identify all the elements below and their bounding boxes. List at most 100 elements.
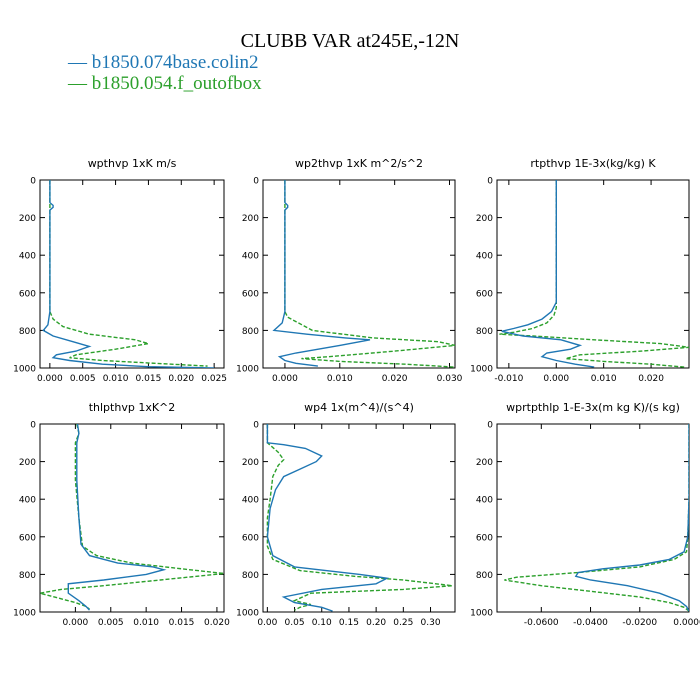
chart-panel-4: thlpthvp 1xK^2 0 200 400 600 800 1000 0.000 0.00… [13, 401, 230, 628]
x-tick-label: 0.20 [366, 618, 386, 628]
y-tick-label: 0 [30, 177, 36, 187]
panel-title: rtpthvp 1E-3x(kg/kg) K [530, 157, 656, 170]
y-tick-label: 400 [242, 496, 259, 506]
series-line-base [42, 180, 215, 368]
y-tick-label: 800 [242, 327, 259, 337]
series-line-base [272, 180, 371, 367]
y-tick-label: 0 [30, 421, 36, 431]
plot-frame [496, 423, 690, 613]
series-line-outofbox [499, 180, 689, 368]
x-tick-label: 0.010 [327, 374, 353, 384]
x-tick-label: 0.05 [285, 618, 305, 628]
x-tick-label: 0.00 [257, 618, 277, 628]
x-tick-label: 0.10 [312, 618, 332, 628]
figure-title: CLUBB VAR at245E,-12N [240, 30, 460, 52]
series-line-base [574, 424, 689, 612]
chart-panel-3: rtpthvp 1E-3x(kg/kg) K 0 200 400 600 800 1000-… [470, 157, 690, 384]
x-tick-label: 0.020 [382, 374, 408, 384]
y-tick-label: 0 [253, 421, 259, 431]
y-tick-label: 0 [487, 177, 493, 187]
x-tick-label: -0.0600 [524, 618, 559, 628]
panel-title: wp2thvp 1xK m^2/s^2 [295, 157, 423, 170]
y-tick-label: 600 [19, 289, 36, 299]
series-line-base [266, 424, 390, 612]
x-tick-label: 0.010 [591, 374, 617, 384]
series-line-outofbox [266, 424, 453, 611]
x-tick-label: 0.020 [204, 618, 230, 628]
series-line-outofbox [504, 424, 689, 612]
panel-title: wp4 1x(m^4)/(s^4) [304, 401, 414, 414]
legend-label-base: b1850.074base.colin2 [91, 52, 259, 73]
x-tick-label: 0.15 [339, 618, 359, 628]
x-tick-label: 0.30 [421, 618, 441, 628]
y-tick-label: 200 [476, 458, 493, 468]
legend-line-base: — [68, 52, 92, 73]
chart-panel-6: wprtpthlp 1-E-3x(m kg K)/(s kg) 0 200 400 60… [470, 401, 700, 628]
y-tick-label: 1000 [13, 609, 36, 619]
x-tick-label: 0.000 [37, 374, 63, 384]
y-tick-label: 1000 [470, 365, 493, 375]
series-line-base [501, 180, 595, 368]
x-tick-label: 0.030 [437, 374, 463, 384]
series-line-outofbox [284, 180, 455, 368]
y-tick-label: 600 [476, 289, 493, 299]
x-tick-label: 0.25 [393, 618, 413, 628]
x-tick-label: 0.020 [638, 374, 664, 384]
y-tick-label: 400 [476, 496, 493, 506]
series-line-outofbox [40, 424, 224, 610]
y-tick-label: 1000 [236, 609, 259, 619]
x-tick-label: -0.0200 [622, 618, 657, 628]
y-tick-label: 400 [242, 252, 259, 262]
x-tick-label: 0.005 [98, 618, 124, 628]
legend-entry-outofbox: — b1850.054.f_outofbox [68, 73, 262, 95]
panel-title: thlpthvp 1xK^2 [89, 401, 176, 414]
series-line-outofbox [49, 180, 208, 367]
x-tick-label: 0.020 [168, 374, 194, 384]
x-tick-label: 0.000 [63, 618, 89, 628]
plot-frame [262, 179, 456, 369]
x-tick-label: 0.025 [201, 374, 227, 384]
chart-panel-2: wp2thvp 1xK m^2/s^2 0 200 400 600 800 1000 0.00… [236, 157, 463, 384]
y-tick-label: 200 [19, 458, 36, 468]
y-tick-label: 200 [242, 458, 259, 468]
legend-line-outofbox: — [68, 73, 92, 94]
y-tick-label: 400 [19, 496, 36, 506]
x-tick-label: -0.0400 [573, 618, 608, 628]
y-tick-label: 0 [253, 177, 259, 187]
x-tick-label: 0.010 [133, 618, 159, 628]
y-tick-label: 1000 [236, 365, 259, 375]
y-tick-label: 200 [242, 214, 259, 224]
x-tick-label: 0.015 [169, 618, 195, 628]
panel-title: wprtpthlp 1-E-3x(m kg K)/(s kg) [506, 401, 680, 414]
y-tick-label: 600 [242, 289, 259, 299]
y-tick-label: 200 [19, 214, 36, 224]
x-tick-label: 0.015 [136, 374, 162, 384]
plot-frame [39, 179, 225, 369]
x-tick-label: 0.000 [543, 374, 569, 384]
plot-frame [496, 179, 690, 369]
plot-frame [262, 423, 456, 613]
y-tick-label: 800 [476, 571, 493, 581]
y-tick-label: 1000 [13, 365, 36, 375]
y-tick-label: 800 [19, 571, 36, 581]
x-tick-label: 0.000 [272, 374, 298, 384]
x-tick-label: -0.010 [494, 374, 523, 384]
series-line-base [67, 424, 167, 611]
x-tick-label: 0.010 [103, 374, 129, 384]
y-tick-label: 600 [476, 533, 493, 543]
y-tick-label: 800 [242, 571, 259, 581]
y-tick-label: 400 [476, 252, 493, 262]
y-tick-label: 800 [476, 327, 493, 337]
legend-entry-base: — b1850.074base.colin2 [68, 52, 259, 74]
y-tick-label: 800 [19, 327, 36, 337]
y-tick-label: 600 [242, 533, 259, 543]
y-tick-label: 400 [19, 252, 36, 262]
plot-frame [39, 423, 225, 613]
y-tick-label: 0 [487, 421, 493, 431]
y-tick-label: 1000 [470, 609, 493, 619]
y-tick-label: 200 [476, 214, 493, 224]
